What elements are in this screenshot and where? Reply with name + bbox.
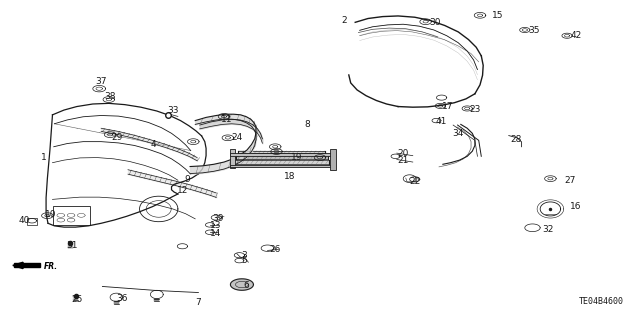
- Bar: [27, 218, 37, 225]
- Text: 40: 40: [19, 216, 30, 225]
- Text: 28: 28: [510, 135, 522, 144]
- Text: 21: 21: [397, 156, 409, 165]
- Bar: [53, 206, 90, 225]
- Text: 15: 15: [492, 11, 504, 20]
- Bar: [330, 149, 336, 170]
- Text: 11: 11: [221, 115, 233, 124]
- Text: 42: 42: [570, 31, 582, 40]
- Text: 5: 5: [242, 256, 247, 265]
- Text: 17: 17: [442, 102, 454, 111]
- Text: 24: 24: [231, 133, 243, 142]
- Text: 25: 25: [71, 295, 83, 304]
- Text: 7: 7: [196, 298, 201, 307]
- Text: 37: 37: [95, 77, 107, 86]
- Text: 6: 6: [244, 281, 249, 290]
- Text: 13: 13: [210, 221, 221, 230]
- Text: 41: 41: [436, 117, 447, 126]
- Text: 1: 1: [41, 153, 46, 162]
- Text: 12: 12: [177, 186, 189, 195]
- Text: 2: 2: [342, 16, 347, 25]
- Text: FR.: FR.: [44, 262, 58, 271]
- Text: 9: 9: [185, 175, 190, 184]
- Text: 38: 38: [104, 92, 116, 101]
- Text: 36: 36: [116, 294, 127, 303]
- Text: 29: 29: [111, 133, 123, 142]
- Text: 8: 8: [305, 120, 310, 129]
- Text: 16: 16: [570, 202, 582, 211]
- Bar: [230, 153, 332, 156]
- Text: 33: 33: [167, 106, 179, 115]
- Text: 10: 10: [45, 210, 57, 219]
- Text: 4: 4: [151, 140, 156, 149]
- Text: 34: 34: [452, 129, 463, 138]
- Text: 39: 39: [212, 214, 223, 223]
- Text: TE04B4600: TE04B4600: [579, 297, 624, 306]
- Text: 31: 31: [66, 241, 77, 250]
- Text: 14: 14: [210, 229, 221, 238]
- Polygon shape: [230, 279, 253, 290]
- Text: 32: 32: [542, 225, 554, 234]
- Bar: [230, 149, 235, 168]
- Polygon shape: [16, 264, 38, 267]
- Bar: [230, 165, 332, 167]
- Text: 35: 35: [529, 26, 540, 35]
- Text: 23: 23: [469, 105, 481, 114]
- Polygon shape: [13, 262, 23, 269]
- Text: 22: 22: [409, 177, 420, 186]
- Text: 19: 19: [291, 153, 303, 162]
- Text: 30: 30: [429, 18, 441, 27]
- Text: 20: 20: [397, 149, 409, 158]
- Polygon shape: [14, 263, 40, 267]
- Text: 3: 3: [242, 251, 247, 260]
- Text: 27: 27: [564, 176, 575, 185]
- Text: 26: 26: [269, 245, 281, 254]
- Text: 18: 18: [284, 172, 296, 181]
